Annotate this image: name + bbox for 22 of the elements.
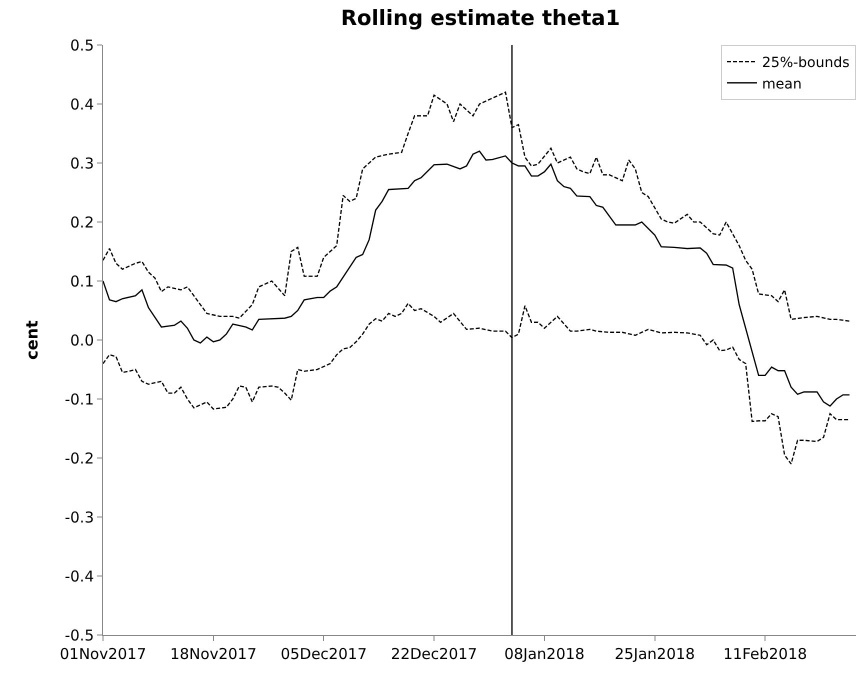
x-tick-label: 22Dec2017	[390, 645, 478, 663]
y-tick-label: 0.5	[70, 36, 94, 54]
x-tick-label: 11Feb2018	[723, 645, 808, 663]
y-tick-label: -0.2	[64, 449, 94, 468]
y-tick-label: 0.1	[70, 272, 94, 290]
x-tick-label: 05Dec2017	[280, 645, 367, 663]
x-tick-label: 18Nov2017	[170, 645, 257, 663]
legend-label: mean	[762, 76, 802, 92]
y-tick-label: -0.3	[64, 508, 94, 526]
x-tick-label: 08Jan2018	[504, 645, 585, 663]
y-tick-label: -0.5	[64, 626, 94, 644]
y-tick-label: 0.0	[70, 331, 94, 350]
chart-title: Rolling estimate theta1	[340, 6, 620, 30]
y-tick-label: 0.4	[70, 95, 94, 114]
y-tick-label: -0.1	[64, 390, 94, 408]
y-axis-title: cent	[22, 320, 42, 360]
y-tick-label: -0.4	[64, 567, 94, 586]
x-tick-label: 01Nov2017	[60, 645, 146, 663]
legend-label: 25%-bounds	[762, 55, 850, 72]
y-tick-label: 0.3	[70, 154, 94, 172]
x-tick-label: 25Jan2018	[614, 645, 695, 663]
y-tick-label: 0.2	[70, 213, 94, 232]
